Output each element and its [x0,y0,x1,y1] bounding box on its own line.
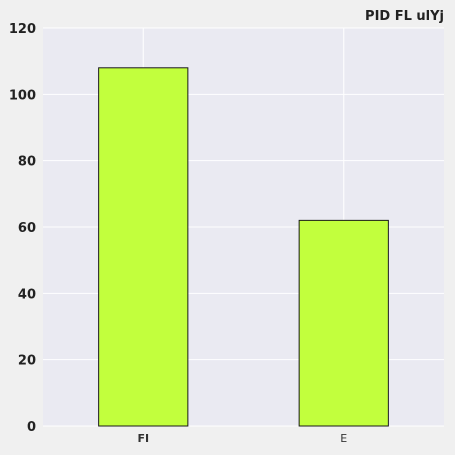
bar-FI [98,67,189,427]
x-tick-label: E [340,432,347,445]
y-tick-label: 60 [18,221,36,236]
y-tick-label: 20 [18,354,36,369]
bar-E [298,219,389,427]
y-tick-label: 40 [18,287,36,302]
y-tick-label: 120 [9,22,36,37]
y-tick-label: 0 [27,420,36,435]
chart-title: PID FL ulYj [365,9,444,24]
y-tick-label: 80 [18,155,36,170]
y-tick-label: 100 [9,88,36,103]
bars [98,67,389,427]
y-axis-ticks: 0 20 40 60 80 100 120 [9,22,36,435]
x-axis-ticks: FI E [137,432,347,445]
x-tick-label: FI [137,432,149,445]
